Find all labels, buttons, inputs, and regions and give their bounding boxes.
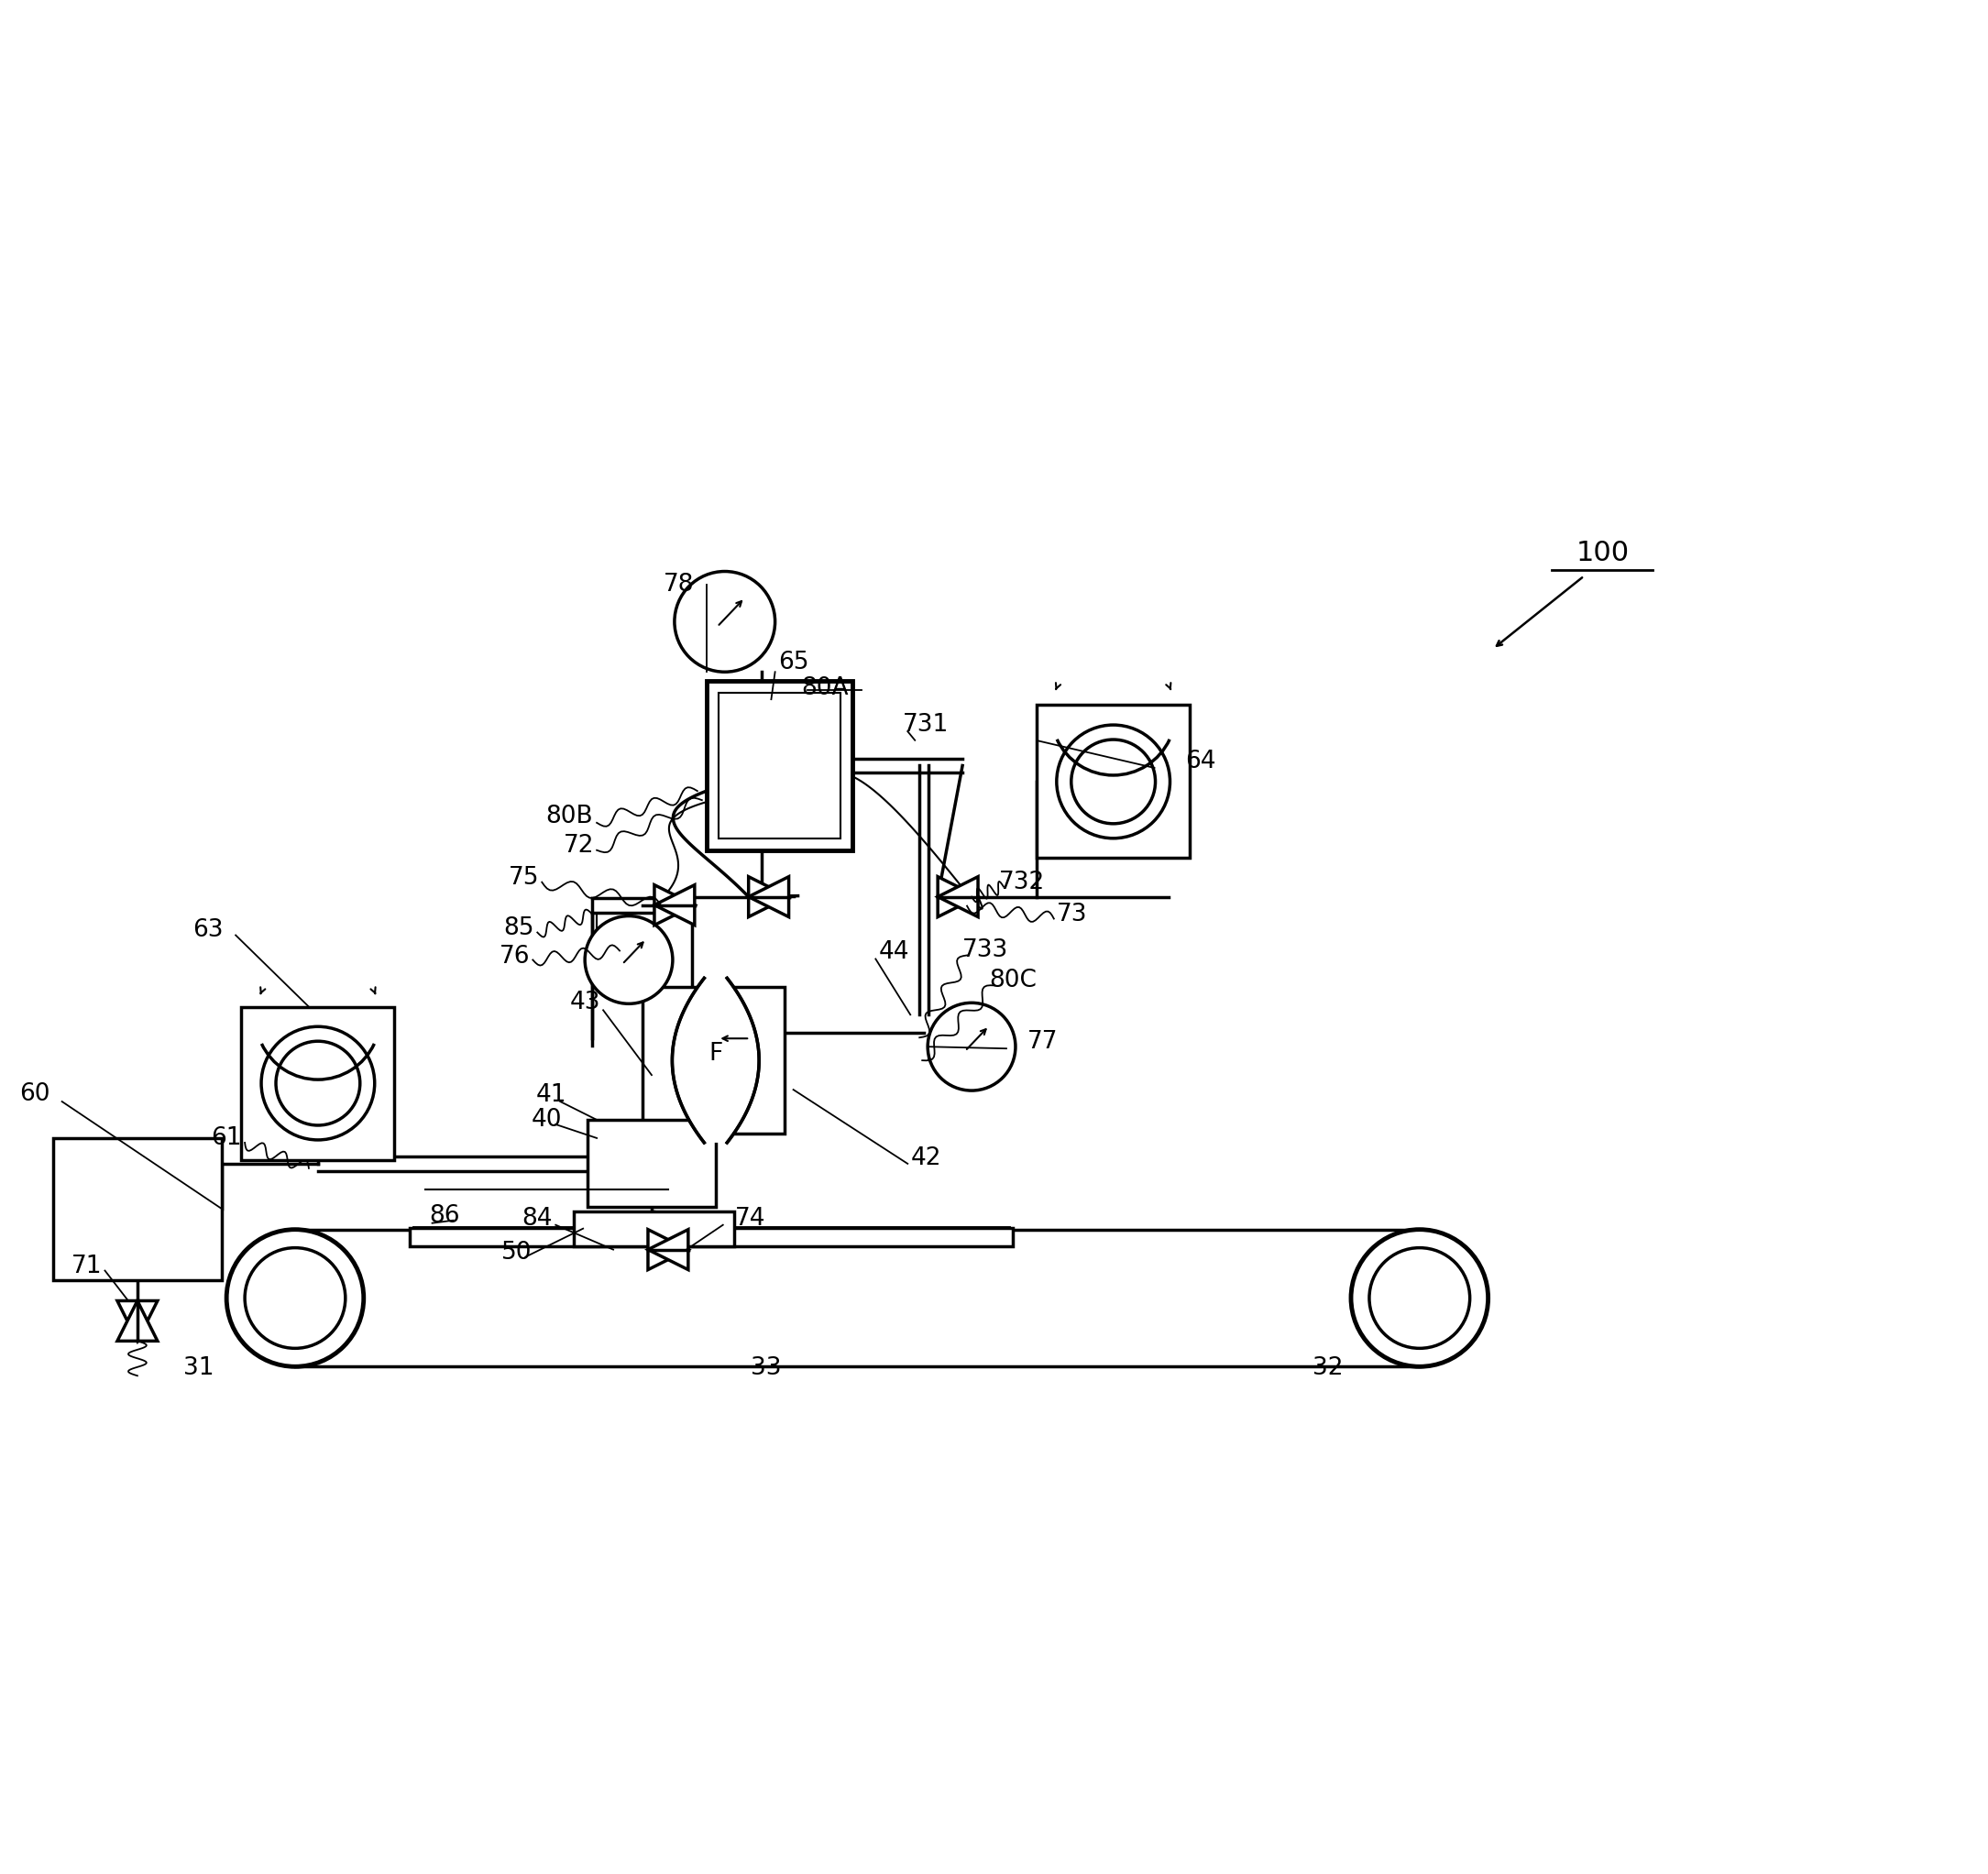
Text: 72: 72 <box>563 834 594 858</box>
Text: 61: 61 <box>211 1126 243 1151</box>
Text: 60: 60 <box>20 1083 50 1106</box>
Text: 75: 75 <box>509 866 539 890</box>
Circle shape <box>674 572 775 673</box>
Bar <box>410 1227 1012 1246</box>
Text: 31: 31 <box>183 1357 215 1381</box>
Polygon shape <box>654 885 694 926</box>
Text: F: F <box>708 1042 722 1066</box>
Circle shape <box>260 1027 374 1139</box>
Bar <box>706 680 853 851</box>
Text: 78: 78 <box>664 573 694 598</box>
Circle shape <box>245 1248 346 1347</box>
Text: 73: 73 <box>1058 901 1087 926</box>
Bar <box>588 1121 716 1207</box>
Circle shape <box>276 1042 360 1124</box>
Text: 43: 43 <box>569 991 600 1014</box>
Text: 64: 64 <box>1185 750 1215 774</box>
Polygon shape <box>648 1229 688 1271</box>
Circle shape <box>1072 740 1155 825</box>
Text: 65: 65 <box>777 650 809 675</box>
Polygon shape <box>749 877 789 916</box>
Text: 41: 41 <box>535 1083 567 1108</box>
Text: 71: 71 <box>72 1254 101 1278</box>
Polygon shape <box>938 877 978 916</box>
Text: 76: 76 <box>499 944 531 969</box>
Text: 84: 84 <box>523 1207 553 1231</box>
Text: 32: 32 <box>1312 1357 1344 1381</box>
Circle shape <box>227 1229 364 1366</box>
Bar <box>642 988 783 1134</box>
Polygon shape <box>648 1229 688 1271</box>
Text: 42: 42 <box>911 1147 940 1169</box>
Bar <box>718 693 841 838</box>
Text: 77: 77 <box>1028 1031 1058 1053</box>
Text: 50: 50 <box>501 1241 531 1265</box>
Text: 44: 44 <box>879 941 909 965</box>
Text: 80A: 80A <box>801 677 849 701</box>
Text: 33: 33 <box>751 1357 781 1381</box>
Text: 80B: 80B <box>545 804 592 828</box>
Bar <box>1038 705 1191 858</box>
Text: 733: 733 <box>962 939 1008 963</box>
Bar <box>54 1138 223 1280</box>
Circle shape <box>1370 1248 1469 1347</box>
Text: 732: 732 <box>998 870 1046 894</box>
Circle shape <box>928 1003 1016 1091</box>
Polygon shape <box>749 877 789 916</box>
Text: 74: 74 <box>736 1207 765 1231</box>
Text: 80C: 80C <box>988 969 1036 993</box>
Circle shape <box>584 916 672 1004</box>
Polygon shape <box>672 978 759 1143</box>
Text: 85: 85 <box>503 916 535 939</box>
Circle shape <box>1058 725 1171 838</box>
Text: 731: 731 <box>903 712 948 736</box>
Text: 40: 40 <box>531 1108 563 1132</box>
Text: 63: 63 <box>193 918 223 941</box>
Polygon shape <box>654 885 694 926</box>
Text: 100: 100 <box>1576 540 1628 566</box>
Polygon shape <box>938 877 978 916</box>
Polygon shape <box>117 1301 157 1342</box>
Polygon shape <box>117 1301 157 1342</box>
Bar <box>575 1211 734 1246</box>
Circle shape <box>1352 1229 1489 1366</box>
Text: 86: 86 <box>429 1203 459 1227</box>
Bar <box>241 1006 394 1160</box>
